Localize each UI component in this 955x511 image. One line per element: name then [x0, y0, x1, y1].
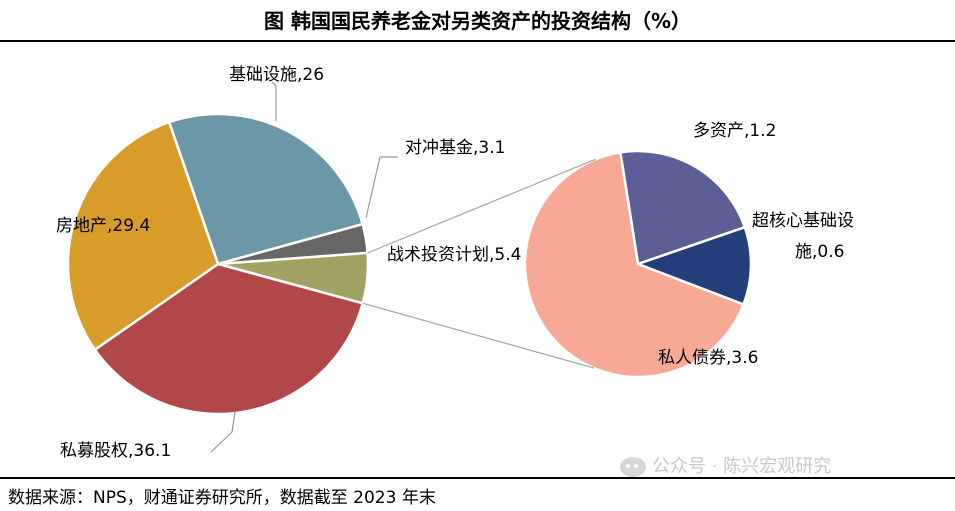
main-pie	[66, 112, 370, 416]
label-infrastructure: 基础设施,26	[229, 65, 324, 85]
breakdown-slice-1	[634, 225, 753, 307]
source-note: 数据来源：NPS，财通证券研究所，数据截至 2023 年末	[8, 488, 436, 508]
connector-lines	[362, 158, 596, 369]
leader-line-infrastructure	[271, 81, 277, 121]
label-private-debt: 私人债券,3.6	[658, 348, 758, 368]
label-core-infra-line2: 施,0.6	[795, 242, 844, 262]
connector-top	[367, 158, 596, 254]
label-private-equity: 私募股权,36.1	[60, 441, 171, 461]
label-multi-asset: 多资产,1.2	[693, 121, 776, 141]
source-bar: 数据来源：NPS，财通证券研究所，数据截至 2023 年末	[0, 477, 955, 511]
breakdown-slice-0	[618, 149, 747, 266]
label-real-estate: 房地产,29.4	[56, 216, 150, 236]
connector-bottom	[362, 302, 594, 369]
main-slice-4	[66, 120, 220, 352]
watermark: 公众号 · 陈兴宏观研究	[620, 452, 831, 478]
label-hedge-fund: 对冲基金,3.1	[405, 138, 505, 158]
main-slice-3	[93, 262, 365, 416]
main-slice-0	[167, 112, 365, 266]
leader-line-hedge-fund	[365, 156, 398, 219]
chart-title: 图 韩国国民养老金对另类资产的投资结构（%）	[0, 0, 955, 42]
label-core-infra-line1: 超核心基础设	[752, 211, 854, 231]
breakdown-slice-2	[523, 150, 746, 379]
leader-line-private-equity	[210, 411, 236, 453]
breakdown-pie	[523, 149, 753, 379]
wechat-icon	[620, 457, 646, 477]
label-tactical: 战术投资计划,5.4	[387, 245, 521, 265]
